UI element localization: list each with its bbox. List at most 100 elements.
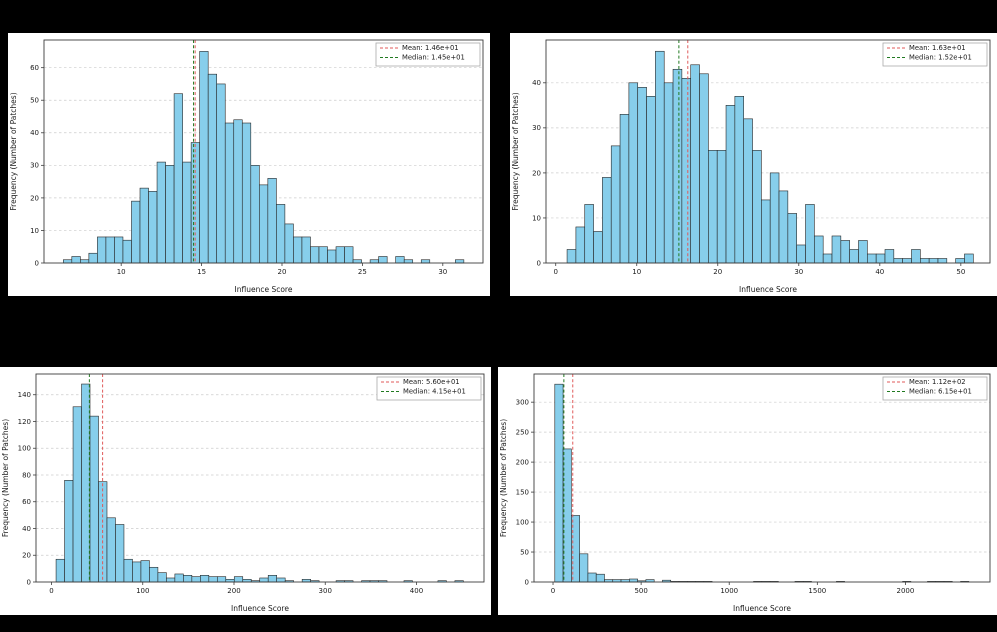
y-tick-label: 150 <box>516 488 529 496</box>
y-tick-label: 60 <box>30 64 39 72</box>
y-tick-label: 40 <box>30 129 39 137</box>
y-tick-label: 20 <box>532 169 541 177</box>
histogram-panel-bottom-left: 0 100 200 300 400 0 20 40 60 80 100 120 140 Influence… <box>0 367 491 615</box>
histogram-bar <box>250 165 260 264</box>
histogram-bar <box>199 51 209 264</box>
histogram-bar <box>769 172 780 264</box>
histogram-bar <box>55 558 65 583</box>
y-tick-label: 300 <box>516 399 529 407</box>
histogram-bar <box>88 252 98 264</box>
histogram-bar <box>708 150 718 264</box>
histogram-bar <box>81 383 91 583</box>
x-tick-label: 10 <box>632 268 641 276</box>
histogram-bar <box>267 575 277 583</box>
histogram-bottom-right: 0 500 1000 1500 2000 0 50 100 150 200 250 300 Influe… <box>499 373 991 613</box>
histogram-bar <box>174 573 184 583</box>
y-tick-label: 250 <box>516 429 529 437</box>
histogram-bar <box>902 258 912 264</box>
x-tick-label: 0 <box>551 587 555 595</box>
y-tick-label: 80 <box>22 471 31 479</box>
y-tick-label: 30 <box>30 162 39 170</box>
histogram-bar <box>619 114 630 264</box>
histogram-bar <box>182 161 192 264</box>
histogram-bar <box>106 517 116 583</box>
histogram-bar <box>955 258 965 264</box>
x-axis-title: Influence Score <box>739 285 797 294</box>
histogram-bar <box>928 258 939 264</box>
histogram-bar <box>301 236 311 264</box>
histogram-bar <box>224 122 235 264</box>
y-tick-label: 120 <box>18 418 31 426</box>
x-tick-label: 200 <box>227 587 240 595</box>
histogram-bar <box>132 561 142 583</box>
histogram-top-left: 10 15 20 25 30 0 10 20 30 40 50 60 Influence Score Fr… <box>9 39 484 294</box>
x-tick-label: 2000 <box>897 587 915 595</box>
y-tick-label: 50 <box>520 548 529 556</box>
histogram-bar <box>420 259 431 264</box>
y-tick-label: 140 <box>18 391 31 399</box>
x-tick-label: 1000 <box>720 587 738 595</box>
y-tick-label: 50 <box>30 97 39 105</box>
histogram-bar <box>123 558 133 583</box>
legend-median-label: Median: 6.15e+01 <box>909 388 972 396</box>
x-tick-label: 20 <box>278 268 287 276</box>
plot-area <box>534 374 990 582</box>
y-tick-label: 100 <box>18 445 31 453</box>
histogram-bar <box>115 524 125 583</box>
legend-mean-label: Mean: 1.63e+01 <box>909 44 966 52</box>
histogram-bar <box>805 204 815 264</box>
histogram-bar <box>191 576 201 583</box>
histogram-bar <box>139 187 149 264</box>
histogram-bar <box>216 576 227 583</box>
histogram-bar <box>595 573 605 583</box>
legend-median-label: Median: 1.45e+01 <box>402 54 465 62</box>
x-tick-label: 500 <box>634 587 647 595</box>
y-axis-title: Frequency (Number of Patches) <box>9 92 18 210</box>
histogram-bar <box>893 258 903 264</box>
x-axis-title: Influence Score <box>231 604 289 613</box>
histogram-bar <box>584 204 594 264</box>
histogram-bar <box>787 213 797 264</box>
histogram-top-right: 0 10 20 30 40 50 0 10 20 30 40 Influence Score Frequ… <box>511 39 991 294</box>
histogram-bar <box>207 73 218 264</box>
histogram-bar <box>208 576 218 583</box>
histogram-bar <box>672 68 683 264</box>
x-tick-label: 20 <box>713 268 722 276</box>
legend-box <box>882 42 988 67</box>
histogram-bar <box>867 253 877 264</box>
histogram-bar <box>80 259 90 264</box>
y-tick-label: 10 <box>30 227 39 235</box>
histogram-bar <box>241 122 252 264</box>
x-tick-label: 50 <box>956 268 965 276</box>
histogram-bar <box>165 165 175 264</box>
histogram-bar <box>690 64 700 264</box>
histogram-bar <box>796 244 806 264</box>
histogram-bar <box>395 256 405 264</box>
histogram-bar <box>216 83 226 264</box>
histogram-bar <box>378 256 388 264</box>
x-tick-label: 1500 <box>808 587 826 595</box>
histogram-bar <box>937 258 948 264</box>
plot-border <box>35 373 485 583</box>
histogram-bar <box>97 236 107 264</box>
histogram-bar <box>327 249 337 264</box>
y-tick-label: 0 <box>35 259 39 267</box>
histogram-bar <box>814 235 824 264</box>
histogram-bar <box>403 259 414 264</box>
y-tick-label: 60 <box>22 498 31 506</box>
histogram-bar <box>369 259 379 264</box>
x-axis-title: Influence Score <box>235 285 293 294</box>
histogram-bar <box>259 184 269 264</box>
x-tick-label: 10 <box>117 268 126 276</box>
y-tick-label: 40 <box>22 525 31 533</box>
histogram-bar <box>259 577 269 583</box>
histogram-bar <box>911 249 921 264</box>
legend-mean-label: Mean: 5.60e+01 <box>403 378 460 386</box>
histogram-panel-top-left: 10 15 20 25 30 0 10 20 30 40 50 60 Influence Score Fr… <box>8 33 490 296</box>
histogram-bar <box>105 236 115 264</box>
histogram-panel-bottom-right: 0 500 1000 1500 2000 0 50 100 150 200 250 300 Influe… <box>498 367 997 615</box>
histogram-bar <box>964 253 974 264</box>
legend-median-label: Median: 1.52e+01 <box>909 54 972 62</box>
x-axis-title: Influence Score <box>733 604 791 613</box>
histogram-bar <box>579 553 589 583</box>
